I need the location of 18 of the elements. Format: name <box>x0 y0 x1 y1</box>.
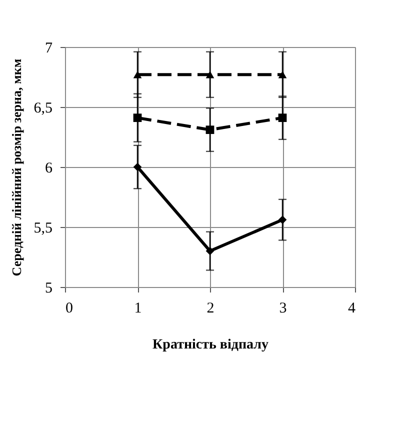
x-tick-label: 0 <box>66 300 73 316</box>
y-axis-title: Середній лінійний розмір зерна, мкм <box>8 58 24 276</box>
point <box>133 114 142 122</box>
point <box>278 216 287 224</box>
y-tick-label: 5,5 <box>34 220 52 236</box>
y-tick-label: 6 <box>45 160 53 176</box>
x-tick-label: 1 <box>134 300 142 316</box>
point <box>206 126 214 134</box>
x-tick-label: 3 <box>279 300 287 316</box>
point <box>206 246 214 256</box>
x-tick-label: 2 <box>206 300 214 316</box>
point <box>278 114 287 122</box>
x-axis-title: Кратність відпалу <box>152 338 268 352</box>
x-tick-label: 4 <box>348 300 356 316</box>
y-tick-label: 7 <box>45 40 53 56</box>
y-tick-label: 6,5 <box>34 100 52 116</box>
y-tick-label: 5 <box>45 280 52 296</box>
point <box>133 162 142 172</box>
